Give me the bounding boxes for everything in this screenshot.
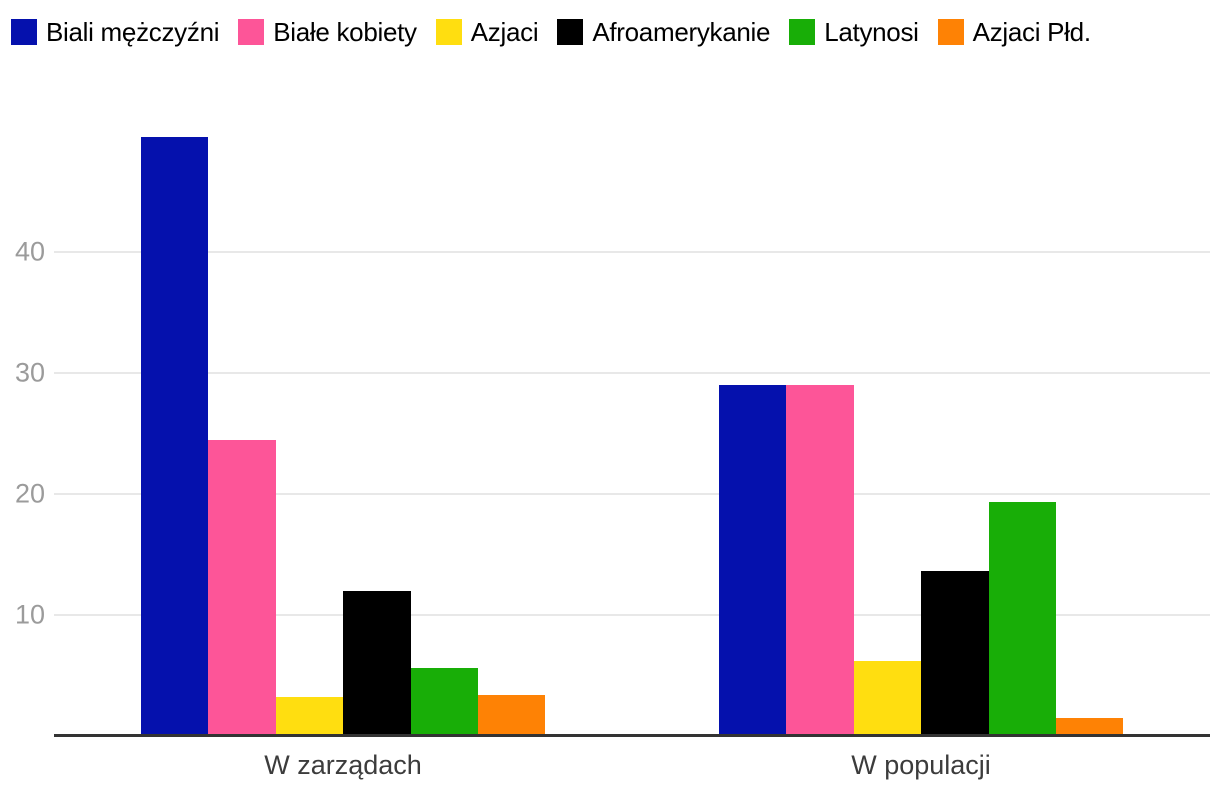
bar xyxy=(853,660,922,736)
bar xyxy=(719,385,787,736)
x-axis-line xyxy=(54,734,1210,737)
bar xyxy=(786,385,854,736)
legend-item: Azjaci xyxy=(435,17,539,47)
legend-label: Azjaci xyxy=(470,17,539,47)
x-category-label: W zarządach xyxy=(264,750,422,780)
legend-label: Latynosi xyxy=(824,17,919,47)
x-category-label: W populacji xyxy=(851,750,991,780)
bar xyxy=(208,439,276,736)
chart-legend: Biali mężczyźni Białe kobiety Azjaci Afr… xyxy=(11,19,1091,45)
legend-label: Biali mężczyźni xyxy=(46,17,220,47)
legend-swatch-icon xyxy=(557,19,584,45)
gridline xyxy=(54,372,1210,374)
y-axis-tick-label: 20 xyxy=(14,478,45,509)
legend-item: Biali mężczyźni xyxy=(11,17,220,47)
y-axis-tick-label: 40 xyxy=(14,236,45,267)
bar xyxy=(1056,717,1124,736)
legend-item: Afroamerykanie xyxy=(557,17,771,47)
legend-swatch-icon xyxy=(937,19,964,45)
bar xyxy=(343,590,411,736)
legend-swatch-icon xyxy=(11,19,37,45)
legend-item: Azjaci Płd. xyxy=(937,17,1091,47)
legend-item: Białe kobiety xyxy=(238,19,417,45)
legend-swatch-icon xyxy=(435,19,462,45)
legend-label: Azjaci Płd. xyxy=(972,17,1091,47)
gridline xyxy=(54,493,1210,495)
bar xyxy=(921,571,989,736)
legend-swatch-icon xyxy=(789,19,816,45)
legend-label: Białe kobiety xyxy=(273,17,417,47)
bar xyxy=(275,697,344,736)
gridline xyxy=(54,251,1210,253)
legend-label: Afroamerykanie xyxy=(592,17,771,47)
bar xyxy=(988,502,1056,736)
gridline xyxy=(54,614,1210,616)
legend-item: Latynosi xyxy=(789,17,919,47)
bar xyxy=(478,694,546,736)
bar xyxy=(141,137,209,736)
y-axis-tick-label: 10 xyxy=(14,599,45,630)
bar xyxy=(410,668,478,736)
legend-swatch-icon xyxy=(238,19,265,45)
y-axis-tick-label: 30 xyxy=(14,357,45,388)
